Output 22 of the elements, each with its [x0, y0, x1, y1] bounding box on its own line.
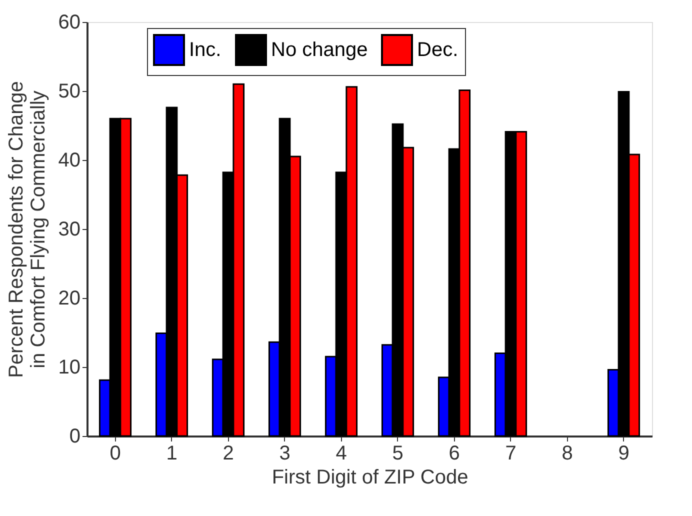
x-tick-label: 2	[222, 442, 234, 464]
x-tick-label: 0	[110, 442, 121, 464]
y-tick-label: 40	[58, 150, 80, 172]
x-tick-label: 8	[562, 442, 573, 464]
x-tick-label: 1	[166, 442, 178, 464]
x-tick-label: 4	[336, 442, 347, 464]
y-tick-label: 20	[58, 288, 80, 310]
y-axis-title: Percent Respondents for Change in Comfort Flying Commercially	[5, 81, 50, 378]
y-tick-label: 10	[58, 356, 80, 378]
x-tick-label: 9	[618, 442, 630, 464]
y-tick-label: 50	[58, 80, 80, 102]
x-axis-title: First Digit of ZIP Code	[272, 466, 468, 488]
x-tick-label: 3	[279, 442, 290, 464]
legend-label: Dec.	[417, 39, 458, 61]
y-tick-label: 30	[58, 218, 80, 240]
y-tick-label: 0	[69, 426, 80, 448]
legend-label: Inc.	[189, 39, 222, 61]
y-tick-label: 60	[58, 12, 80, 34]
x-tick-label: 7	[505, 442, 516, 464]
legend-label: No change	[271, 39, 368, 61]
x-tick-label: 6	[448, 442, 460, 464]
x-tick-label: 5	[392, 442, 404, 464]
